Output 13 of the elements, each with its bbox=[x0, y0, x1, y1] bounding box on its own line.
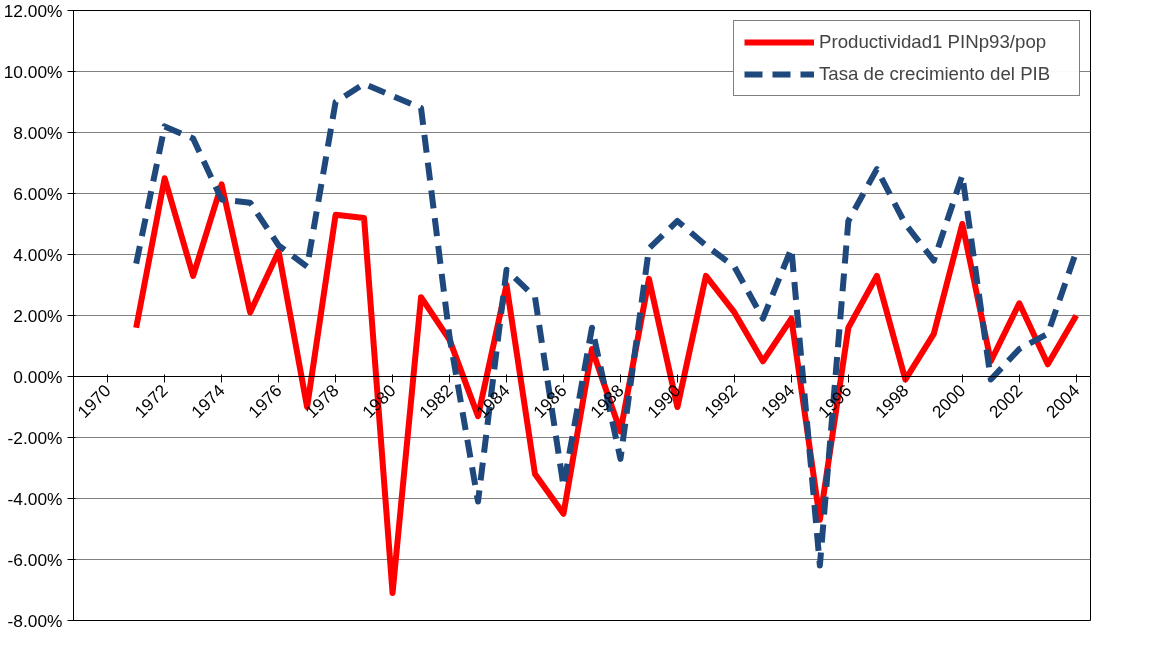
y-tick-label: 4.00% bbox=[13, 244, 63, 265]
legend-label: Tasa de crecimiento del PIB bbox=[819, 63, 1052, 85]
y-tick-label: -4.00% bbox=[7, 488, 63, 509]
y-tick-label: -8.00% bbox=[7, 610, 63, 631]
y-tick-label: 10.00% bbox=[3, 61, 63, 82]
y-tick-label: 12.00% bbox=[3, 0, 63, 21]
y-tick-label: 6.00% bbox=[13, 183, 63, 204]
y-tick-label: 8.00% bbox=[13, 122, 63, 143]
y-tick-label: 2.00% bbox=[13, 305, 63, 326]
legend-label: Productividad1 PINp93/pop bbox=[819, 31, 1048, 53]
y-tick-label: -2.00% bbox=[7, 427, 63, 448]
y-tick-label: -6.00% bbox=[7, 549, 63, 570]
y-tick-label: 0.00% bbox=[13, 366, 63, 387]
